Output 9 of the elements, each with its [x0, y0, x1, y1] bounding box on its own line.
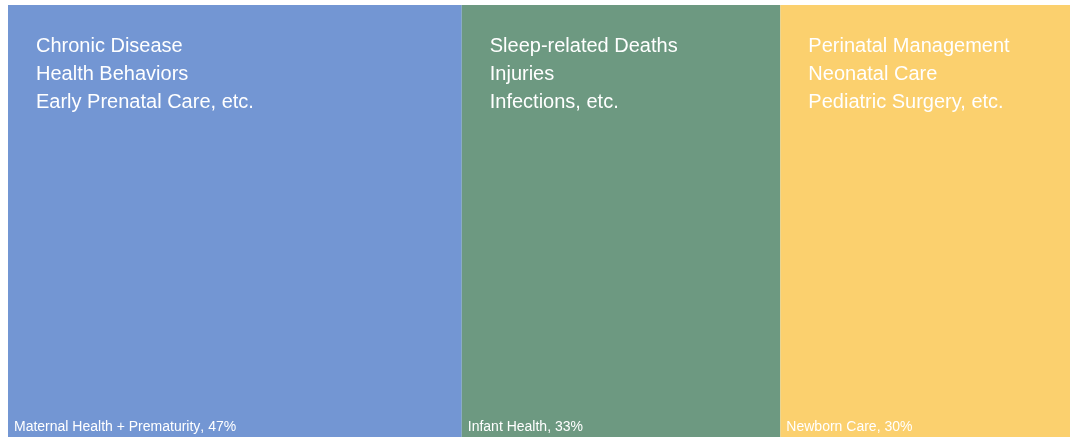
- data-label: , 47%: [200, 418, 237, 434]
- text: Perinatal Management Neonatal Care Pediatric Surgery, etc.: [808, 34, 1011, 112]
- category-label: Maternal Health + Prematurity: [14, 418, 201, 434]
- data-label: , 33%: [547, 418, 583, 434]
- text: Sleep-related Deaths Injuries Infections, etc.: [489, 34, 678, 112]
- category-label: Infant Health: [467, 418, 548, 434]
- text: Chronic Disease Health Behaviors Early Prenatal Care, etc.: [36, 34, 254, 112]
- category-label: Newborn Care: [786, 418, 877, 434]
- data-label: , 30%: [876, 418, 913, 434]
